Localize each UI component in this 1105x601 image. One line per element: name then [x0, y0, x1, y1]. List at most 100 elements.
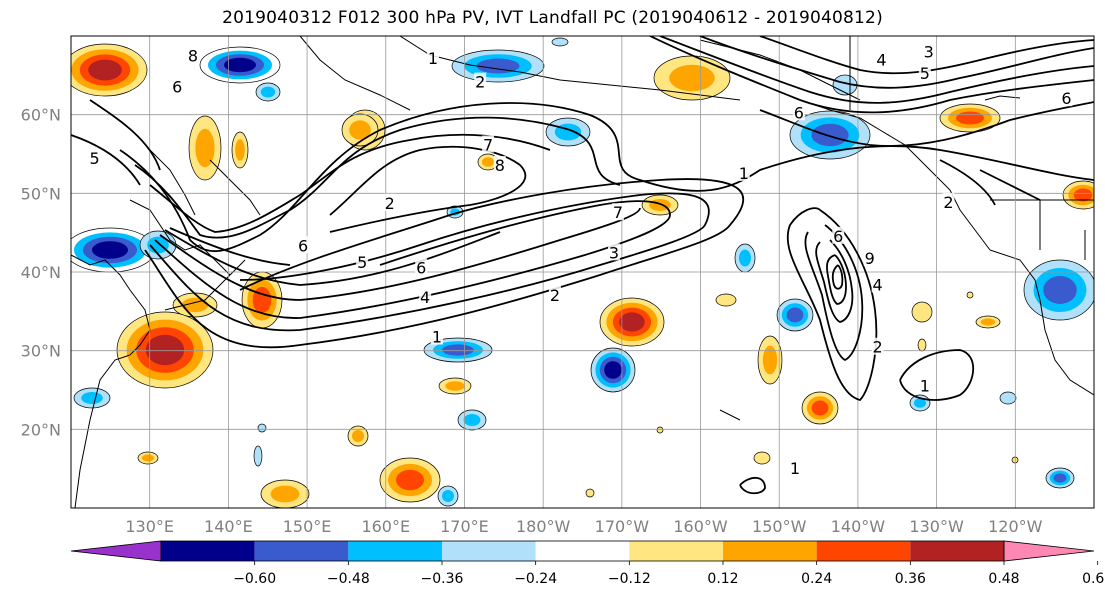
contour-label: 6 — [794, 103, 804, 122]
contour-label: 8 — [495, 156, 505, 175]
contour-label: 3 — [609, 243, 619, 262]
contour-label: 1 — [739, 164, 749, 183]
colorbar-swatch — [816, 541, 911, 561]
ivt-shaded-region — [956, 111, 984, 125]
ivt-shaded-region — [195, 128, 215, 168]
contour-label-background — [918, 63, 931, 81]
longitude-label: 160°E — [361, 517, 410, 536]
colorbar-swatch — [535, 541, 630, 561]
contour-label: 2 — [550, 286, 560, 305]
ivt-shaded-region — [715, 293, 737, 307]
longitude-label: 160°W — [673, 517, 728, 536]
longitude-label: 150°E — [283, 517, 332, 536]
contour-label-background — [737, 163, 750, 181]
ivt-shaded-region — [92, 241, 128, 259]
ivt-shaded-region — [917, 338, 927, 352]
colorbar-swatch — [723, 541, 817, 561]
contour-label-background — [832, 226, 845, 244]
colorbar: −0.60 −0.48 −0.36 −0.24 −0.12 0.12 0.24 0.36 0.4… — [70, 540, 1105, 587]
ivt-shaded-region — [811, 123, 849, 147]
ivt-shaded-region — [396, 469, 424, 491]
ivt-shaded-region — [270, 485, 300, 503]
contour-label-background — [186, 46, 199, 64]
latitude-label: 20°N — [21, 420, 61, 439]
ivt-shaded-region — [252, 286, 272, 314]
colorbar-swatch — [442, 541, 536, 561]
contour-label-background — [942, 192, 955, 210]
pv-contour-line — [699, 36, 1094, 89]
colorbar-extend-high — [1003, 540, 1095, 562]
pv-contour-line — [89, 99, 161, 171]
ivt-shaded-region — [551, 37, 569, 47]
pv-contour-line — [144, 178, 745, 349]
ivt-shaded-region — [81, 392, 103, 404]
pv-contour-line — [979, 169, 1041, 201]
contour-label-background — [493, 156, 506, 174]
map-frame — [70, 35, 1095, 509]
colorbar-swatch — [629, 541, 723, 561]
contour-label: 3 — [924, 43, 934, 62]
colorbar-tick-label: −0.48 — [327, 571, 370, 587]
contour-label-background — [1060, 89, 1073, 107]
pv-contour-line — [759, 101, 1094, 147]
colorbar-swatch — [348, 541, 442, 561]
pv-contour-line — [149, 133, 551, 233]
ivt-shaded-region — [1073, 188, 1093, 202]
ivt-shaded-region — [1053, 473, 1067, 483]
longitude-label: 180°W — [516, 517, 571, 536]
pv-contour-line — [815, 239, 854, 323]
pv-contour-line — [329, 145, 527, 233]
contour-label-background — [482, 135, 495, 153]
ivt-shaded-region — [914, 398, 926, 408]
latitude-label: 40°N — [21, 263, 61, 282]
ivt-shaded-region — [604, 361, 622, 379]
contour-label-background — [88, 148, 101, 166]
ivt-shaded-region — [1043, 276, 1077, 304]
ivt-shaded-region — [656, 426, 664, 434]
contour-label: 2 — [475, 73, 485, 92]
ivt-shaded-region — [980, 318, 996, 326]
pv-contour-line — [134, 116, 621, 239]
contour-label-background — [918, 376, 931, 394]
contour-label: 5 — [357, 253, 367, 272]
contour-label-background — [871, 275, 884, 293]
ivt-shaded-region — [482, 157, 494, 167]
contour-label-background — [297, 236, 310, 254]
contour-label-background — [430, 327, 443, 345]
pv-contour-line — [149, 192, 710, 332]
colorbar-tick-label: 0.36 — [895, 571, 926, 587]
ivt-shaded-region — [257, 423, 267, 433]
latitude-label: 50°N — [21, 184, 61, 203]
contour-label: 9 — [865, 249, 875, 268]
coastline — [149, 149, 196, 216]
contour-label: 6 — [298, 236, 308, 255]
contour-label-background — [171, 77, 184, 95]
contour-label: 8 — [188, 47, 198, 66]
contour-label: 7 — [613, 203, 623, 222]
coastline — [719, 409, 741, 421]
ivt-shaded-region — [445, 381, 465, 391]
pv-contour-line — [939, 159, 996, 206]
coastline — [399, 36, 741, 101]
contour-label: 2 — [943, 193, 953, 212]
contour-label-background — [474, 72, 487, 90]
ivt-shaded-region — [999, 391, 1017, 405]
coastline — [71, 254, 151, 508]
ivt-shaded-region — [463, 414, 481, 426]
contour-label-background — [419, 288, 432, 306]
ivt-shading-layer — [71, 37, 1094, 508]
ivt-shaded-region — [585, 488, 595, 498]
latitude-label: 60°N — [21, 106, 61, 125]
colorbar-tick-label: −0.24 — [514, 571, 557, 587]
pv-contour-layer — [71, 36, 1094, 495]
ivt-shaded-region — [911, 301, 933, 323]
ivt-shaded-region — [253, 445, 263, 467]
ivt-shaded-region — [739, 249, 751, 267]
pv-contour-line — [71, 134, 141, 186]
contour-label-background — [611, 203, 624, 221]
ivt-shaded-region — [669, 64, 715, 92]
ivt-shaded-region — [88, 59, 122, 81]
latitude-labels: 20°N 30°N 40°N 50°N 60°N — [21, 106, 61, 440]
